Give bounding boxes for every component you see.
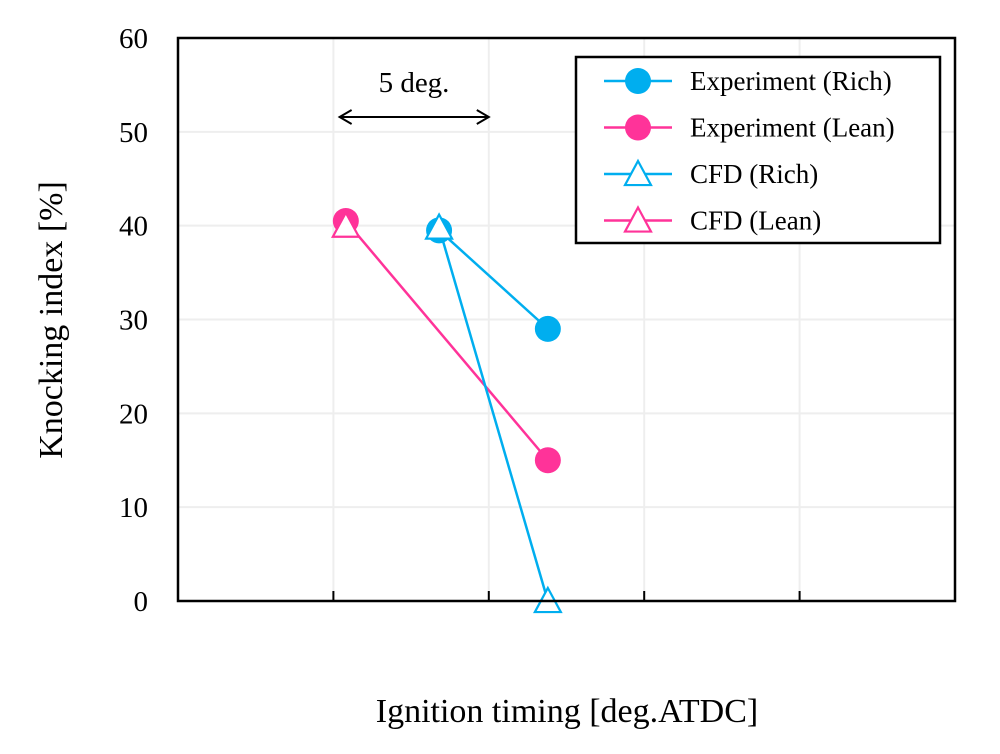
y-tick-label: 10 — [119, 492, 148, 524]
annotation-arrowhead-right — [476, 109, 491, 125]
data-point-circle — [534, 315, 561, 342]
data-point-triangle — [623, 158, 653, 187]
y-tick-label: 60 — [119, 23, 148, 55]
legend-label: CFD (Lean) — [690, 206, 821, 236]
series-line — [344, 220, 549, 462]
y-tick-label: 0 — [134, 586, 149, 618]
x-axis-ticks — [332, 591, 801, 601]
data-point-circle — [534, 447, 561, 474]
x-axis-label: Ignition timing [deg.ATDC] — [376, 693, 758, 730]
y-tick-label: 40 — [119, 211, 148, 243]
series-group — [330, 207, 563, 614]
legend: Experiment (Rich) Experiment (Lean) CFD (R… — [574, 55, 942, 245]
data-point-circle — [625, 114, 651, 141]
series-experiment-lean — [332, 207, 561, 474]
y-tick-label: 50 — [119, 117, 148, 149]
data-point-circle — [625, 68, 651, 94]
legend-label: Experiment (Lean) — [690, 113, 895, 143]
y-axis-ticks: 0 10 20 30 40 50 60 — [119, 23, 148, 618]
y-axis-label: Knocking index [%] — [33, 181, 70, 459]
plot-frame — [176, 36, 957, 603]
legend-entry: CFD (Rich) — [604, 158, 818, 189]
series-cfd-lean — [330, 210, 361, 238]
legend-label: Experiment (Rich) — [690, 66, 892, 96]
y-tick-label: 20 — [119, 398, 148, 430]
data-point-triangle — [330, 210, 361, 238]
annotation-arrowhead-left — [337, 109, 353, 125]
annotation-label: 5 deg. — [379, 67, 450, 99]
legend-entry: CFD (Lean) — [604, 205, 821, 236]
data-point-triangle — [424, 212, 454, 240]
annotation: 5 deg. — [337, 67, 491, 125]
legend-entry: Experiment (Rich) — [604, 66, 892, 96]
legend-label: CFD (Rich) — [690, 159, 818, 189]
series-line — [438, 229, 549, 330]
series-line — [437, 227, 550, 602]
data-point-triangle — [623, 205, 653, 233]
y-tick-label: 30 — [119, 305, 148, 337]
legend-entry: Experiment (Lean) — [604, 113, 895, 143]
